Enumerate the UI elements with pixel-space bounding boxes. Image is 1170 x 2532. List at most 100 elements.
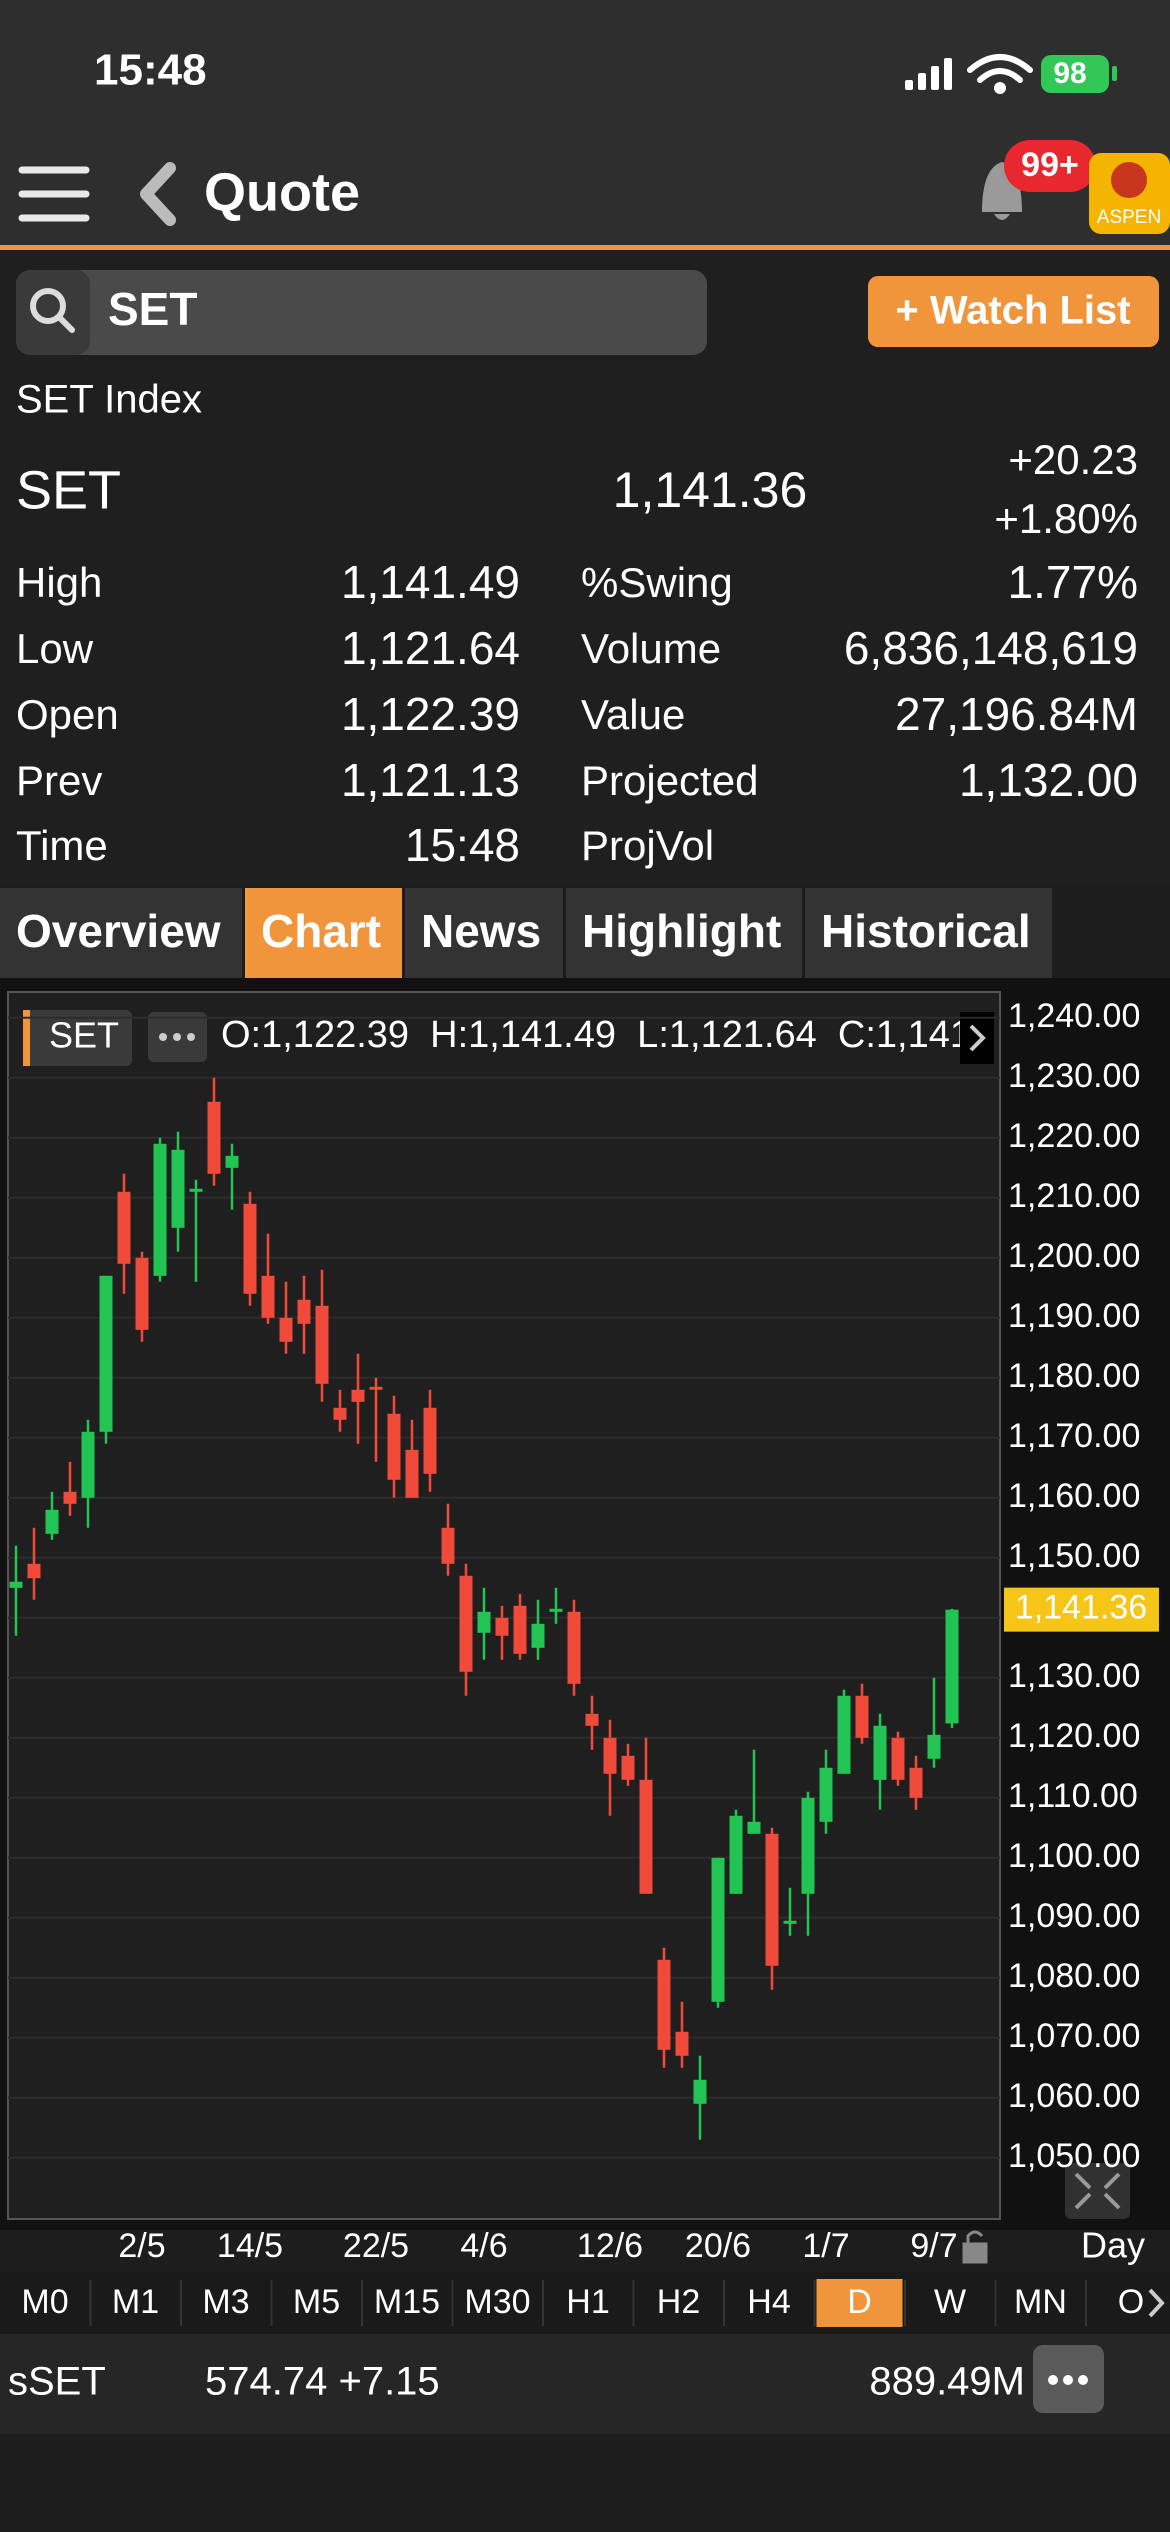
tab[interactable] [245, 888, 402, 978]
stat-label: High [16, 559, 102, 606]
y-tick-label: 1,230.00 [1008, 1057, 1140, 1095]
period-label[interactable]: Day [1081, 2225, 1145, 2266]
candle-body [747, 1821, 761, 1834]
candle-body [873, 1725, 887, 1780]
candle-body [279, 1317, 293, 1342]
stat-value: 27,196.84M [895, 688, 1138, 740]
stat-label: Prev [16, 757, 102, 804]
quote-bg [0, 250, 1170, 885]
x-tick-label: 12/6 [577, 2227, 643, 2265]
ohlc-readout: O:1,122.39 H:1,141.49 L:1,121.64 C:1,141… [221, 1014, 1024, 1056]
x-tick-label: 9/7 [910, 2227, 957, 2265]
candle-body [765, 1833, 779, 1966]
candle-body [351, 1389, 365, 1402]
tab[interactable] [805, 888, 1052, 978]
y-tick-label: 1,170.00 [1008, 1417, 1140, 1455]
price-change-pct: +1.80% [994, 495, 1138, 542]
candle-body [567, 1611, 581, 1684]
tab-label: Historical [821, 905, 1031, 957]
summary-value: 889.49M [869, 2360, 1025, 2404]
watch-list-label: + Watch List [895, 289, 1130, 333]
y-tick-label: 1,120.00 [1008, 1717, 1140, 1755]
x-tick-label: 1/7 [802, 2227, 849, 2265]
timeframe-label[interactable]: M0 [21, 2283, 68, 2321]
candle-body [135, 1257, 149, 1330]
candle-body [909, 1767, 923, 1798]
y-tick-label: 1,200.00 [1008, 1237, 1140, 1275]
wifi-icon [967, 54, 1033, 94]
candle-body [585, 1713, 599, 1726]
candle-body [369, 1386, 383, 1390]
timeframe-label[interactable]: H4 [747, 2283, 790, 2321]
battery-cap [1112, 66, 1117, 81]
battery-level: 98 [1053, 57, 1086, 90]
last-price-label: 1,141.36 [1015, 1589, 1147, 1627]
candle-body [261, 1275, 275, 1318]
y-tick-label: 1,050.00 [1008, 2137, 1140, 2175]
search-icon-bg [16, 270, 90, 355]
y-tick-label: 1,180.00 [1008, 1357, 1140, 1395]
timeframe-label[interactable]: M3 [202, 2283, 249, 2321]
candle-body [459, 1575, 473, 1672]
candle-body [99, 1275, 113, 1432]
timeframe-label[interactable]: M15 [374, 2283, 440, 2321]
stat-label: Time [16, 822, 108, 869]
search-field[interactable] [16, 270, 707, 355]
timeframe-more[interactable] [1148, 2288, 1165, 2318]
header-divider [0, 245, 1170, 250]
candle-body [729, 1815, 743, 1894]
timeframe-label[interactable]: H2 [657, 2283, 700, 2321]
timeframe-label[interactable]: D [847, 2283, 872, 2321]
x-tick-label: 4/6 [460, 2227, 507, 2265]
timeframe-active [816, 2279, 903, 2327]
tab[interactable] [405, 888, 563, 978]
candle-body [189, 1188, 203, 1192]
index-name: SET Index [16, 378, 202, 422]
summary-price: 574.74 +7.15 [205, 2360, 440, 2404]
y-tick-label: 1,210.00 [1008, 1177, 1140, 1215]
candle-body [801, 1797, 815, 1894]
timeframe-label[interactable]: MN [1014, 2283, 1067, 2321]
timeframe-bar [0, 2272, 1170, 2334]
index-symbol: SET [16, 460, 121, 520]
last-price-marker [1004, 1587, 1159, 1632]
summary-symbol: sSET [8, 2360, 106, 2404]
watch-list-button[interactable] [868, 276, 1159, 347]
timeframe-label[interactable]: O [1118, 2283, 1144, 2321]
timeframe-label[interactable]: H1 [566, 2283, 609, 2321]
stat-value: 1,132.00 [959, 754, 1138, 806]
candle-body [693, 2079, 707, 2104]
tab-label: News [421, 905, 541, 957]
summary-bg [0, 2334, 1170, 2434]
candle-body [45, 1509, 59, 1534]
timeframe-label[interactable]: W [934, 2283, 966, 2321]
candle-body [405, 1449, 419, 1498]
timeframe-label[interactable]: M1 [112, 2283, 159, 2321]
timeframe-label[interactable]: M5 [293, 2283, 340, 2321]
candle-body [243, 1203, 257, 1294]
chart-menu-dots [159, 1033, 195, 1041]
stat-label: ProjVol [581, 822, 714, 869]
y-tick-label: 1,190.00 [1008, 1297, 1140, 1335]
candle-body [63, 1491, 77, 1504]
candle-body [891, 1737, 905, 1780]
candle-body [513, 1605, 527, 1654]
tab[interactable] [0, 888, 242, 978]
symbol-chip[interactable] [23, 1010, 132, 1066]
ohlc-scroll[interactable] [960, 1012, 994, 1064]
y-tick-label: 1,060.00 [1008, 2077, 1140, 2115]
tab[interactable] [566, 888, 802, 978]
back-button[interactable] [140, 162, 176, 226]
tab-label: Overview [16, 905, 221, 957]
stat-value: 1,121.13 [341, 754, 520, 806]
candle-body [495, 1617, 509, 1636]
menu-button[interactable] [18, 166, 90, 222]
last-price: 1,141.36 [613, 462, 808, 518]
y-tick-label: 1,240.00 [1008, 997, 1140, 1035]
stat-value: 6,836,148,619 [844, 622, 1138, 674]
lock-icon[interactable] [962, 2230, 988, 2264]
price-change: +20.23 [1008, 436, 1138, 483]
timeframe-label[interactable]: M30 [464, 2283, 530, 2321]
symbol-chip-accent [23, 1010, 30, 1066]
x-tick-label: 22/5 [343, 2227, 409, 2265]
